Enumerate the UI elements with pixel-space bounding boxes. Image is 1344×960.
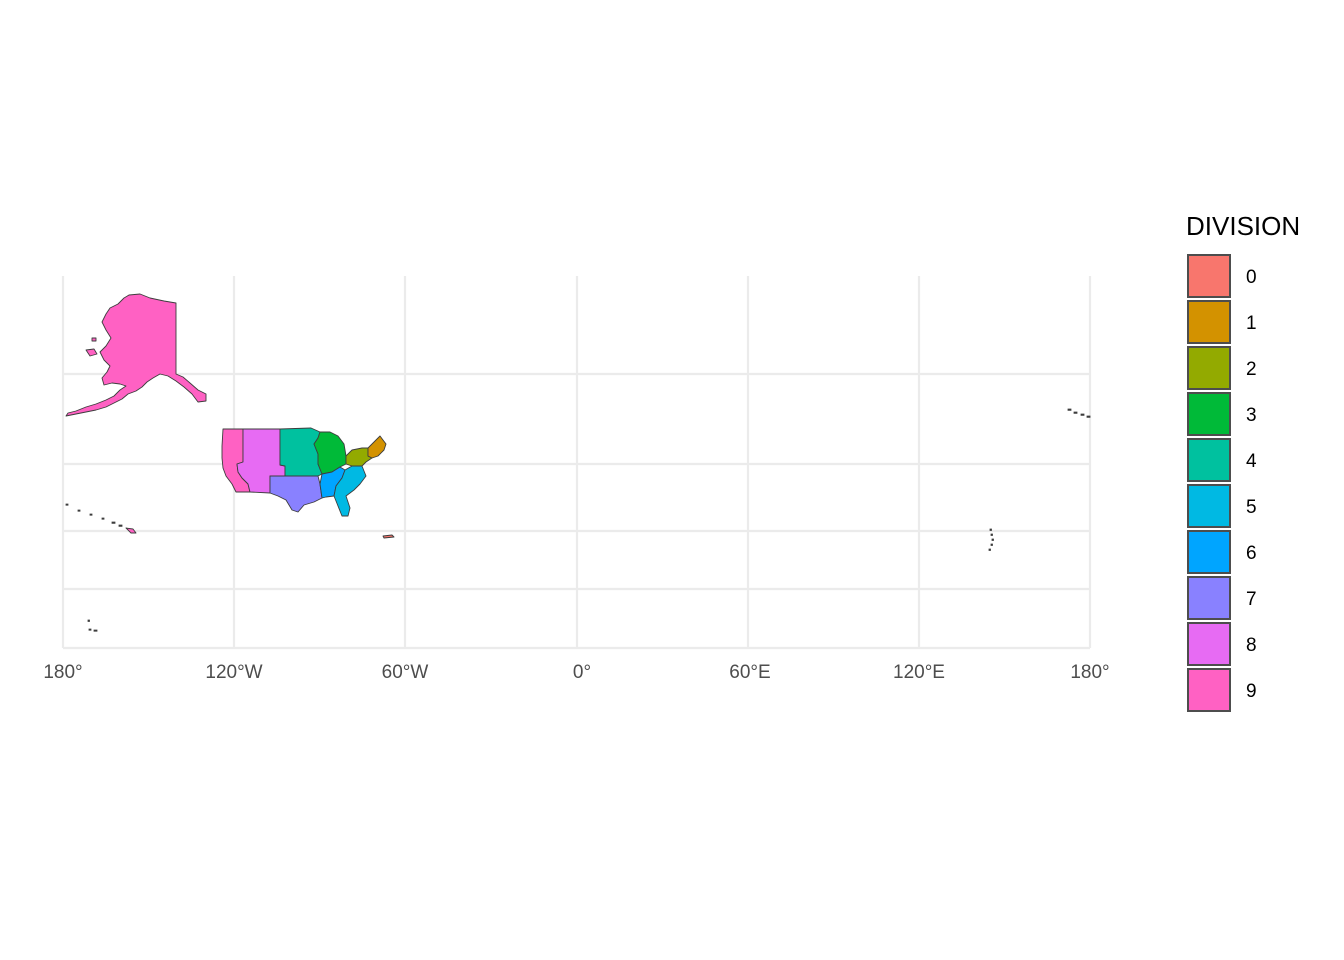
x-tick-label: 180° <box>1070 662 1109 683</box>
legend-label-3: 3 <box>1246 405 1257 426</box>
x-tick-label: 60°W <box>382 662 429 683</box>
legend-key-9 <box>1187 668 1231 712</box>
islands-american-samoa <box>87 619 98 632</box>
legend-label-2: 2 <box>1246 359 1257 380</box>
region-hawaii-islet <box>65 503 123 527</box>
region-puerto-rico <box>382 534 395 539</box>
legend-key-8 <box>1187 622 1231 666</box>
legend-key-2 <box>1187 346 1231 390</box>
legend-key-6 <box>1187 530 1231 574</box>
x-tick-label: 180° <box>43 662 82 683</box>
legend-key-1 <box>1187 300 1231 344</box>
legend-label-1: 1 <box>1246 313 1257 334</box>
x-tick-label: 120°W <box>205 662 262 683</box>
legend-key-3 <box>1187 392 1231 436</box>
legend-label-9: 9 <box>1246 681 1257 702</box>
legend-key-5 <box>1187 484 1231 528</box>
region-south-atlantic <box>333 465 367 517</box>
region-hawaii <box>125 527 137 534</box>
legend-key-0 <box>1187 254 1231 298</box>
region-west-south-central <box>269 475 323 513</box>
islands-east-aleutians <box>1067 408 1091 418</box>
legend-title: DIVISION <box>1186 211 1300 241</box>
legend-label-4: 4 <box>1246 451 1257 472</box>
graticule <box>61 276 1092 650</box>
islands-marianas <box>988 528 994 551</box>
legend-label-5: 5 <box>1246 497 1257 518</box>
x-tick-label: 120°E <box>893 662 945 683</box>
region-alaska-island <box>91 337 97 342</box>
region-alaska <box>65 293 207 417</box>
legend-key-7 <box>1187 576 1231 620</box>
legend-key-4 <box>1187 438 1231 482</box>
region-west-north-central <box>279 427 323 477</box>
x-tick-label: 60°E <box>729 662 770 683</box>
x-axis-tick-labels: 180° 120°W 60°W 0° 60°E 120°E 180° <box>43 662 1109 683</box>
x-tick-label: 0° <box>573 662 591 683</box>
region-alaska-island <box>85 348 98 357</box>
legend-label-8: 8 <box>1246 635 1257 656</box>
legend: DIVISION 0 1 2 3 4 5 6 7 8 9 <box>1186 211 1300 712</box>
legend-label-0: 0 <box>1246 267 1257 288</box>
legend-label-6: 6 <box>1246 543 1257 564</box>
legend-label-7: 7 <box>1246 589 1257 610</box>
region-new-england <box>367 435 387 459</box>
regions-layer <box>65 293 1091 632</box>
